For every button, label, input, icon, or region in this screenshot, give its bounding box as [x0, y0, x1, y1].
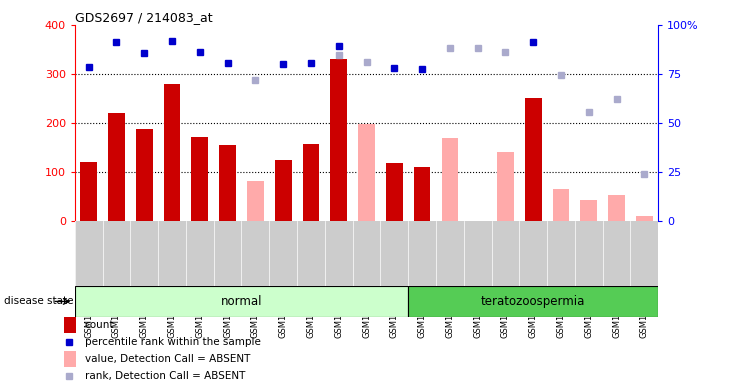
Bar — [386, 163, 402, 221]
Bar — [191, 137, 208, 221]
Bar — [136, 129, 153, 221]
Text: disease state: disease state — [4, 296, 73, 306]
Text: value, Detection Call = ABSENT: value, Detection Call = ABSENT — [85, 354, 250, 364]
Bar — [608, 195, 625, 221]
Text: GDS2697 / 214083_at: GDS2697 / 214083_at — [75, 11, 212, 24]
Bar — [414, 167, 430, 221]
Bar — [580, 200, 597, 221]
Bar — [75, 286, 408, 317]
Bar — [64, 351, 76, 367]
Bar — [636, 216, 653, 221]
Text: rank, Detection Call = ABSENT: rank, Detection Call = ABSENT — [85, 371, 245, 381]
Bar — [525, 98, 542, 221]
Bar — [408, 286, 658, 317]
Bar — [164, 84, 180, 221]
Bar — [247, 180, 264, 221]
Bar — [80, 162, 97, 221]
Bar — [303, 144, 319, 221]
Text: count: count — [85, 320, 114, 330]
Bar — [219, 145, 236, 221]
Bar — [108, 113, 125, 221]
Bar — [553, 189, 569, 221]
Bar — [358, 124, 375, 221]
Bar — [497, 152, 514, 221]
Bar — [275, 160, 292, 221]
Text: normal: normal — [221, 295, 263, 308]
Text: percentile rank within the sample: percentile rank within the sample — [85, 337, 260, 347]
Bar — [441, 137, 459, 221]
Bar — [64, 317, 76, 333]
Bar — [331, 59, 347, 221]
Text: teratozoospermia: teratozoospermia — [481, 295, 586, 308]
